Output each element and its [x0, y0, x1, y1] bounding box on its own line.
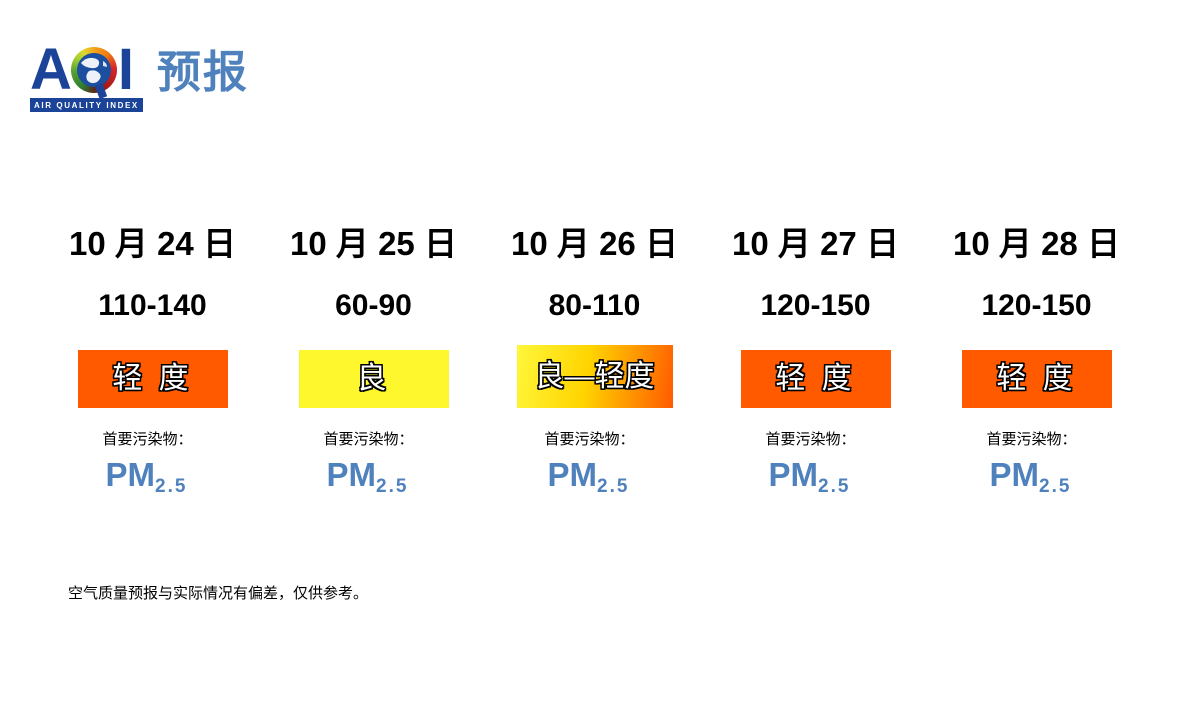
- aqi-range: 120-150: [981, 289, 1092, 322]
- aqi-letter-a: A: [30, 37, 72, 102]
- forecast-date: 10 月 24 日: [69, 225, 236, 262]
- aqi-range: 120-150: [760, 289, 871, 322]
- level-badge: 轻 度: [961, 350, 1112, 408]
- aqi-range: 60-90: [335, 289, 412, 322]
- forecast-column-3: 10 月 26 日 80-110 良—轻度 首要污染物： PM2.5: [484, 227, 705, 498]
- level-badge: 轻 度: [77, 350, 228, 408]
- aqi-logo: A I AIR QUALITY INDEX 预报: [30, 37, 249, 112]
- forecast-grid: 10 月 24 日 110-140 轻 度 首要污染物： PM2.5 10 月 …: [42, 227, 1147, 498]
- pollutant-label: 首要污染物：: [102, 431, 193, 448]
- pm-subscript: 2.5: [1039, 476, 1072, 497]
- pollutant-info: 首要污染物： PM2.5: [78, 428, 228, 498]
- level-badge: 轻 度: [740, 350, 891, 408]
- pollutant-info: 首要污染物： PM2.5: [962, 428, 1112, 498]
- forecast-column-1: 10 月 24 日 110-140 轻 度 首要污染物： PM2.5: [42, 227, 263, 498]
- globe-icon: [76, 53, 111, 87]
- pollutant-info: 首要污染物： PM2.5: [299, 428, 449, 498]
- disclaimer-note: 空气质量预报与实际情况有偏差，仅供参考。: [68, 585, 369, 602]
- pollutant-value: PM2.5: [299, 456, 449, 498]
- forecast-column-5: 10 月 28 日 120-150 轻 度 首要污染物： PM2.5: [926, 227, 1147, 498]
- pollutant-value: PM2.5: [962, 456, 1112, 498]
- pm-subscript: 2.5: [597, 476, 630, 497]
- pm-text: PM: [326, 456, 377, 493]
- pollutant-label: 首要污染物：: [323, 431, 414, 448]
- aqi-letter-i: I: [117, 37, 134, 102]
- pollutant-value: PM2.5: [78, 456, 228, 498]
- aqi-letters: A I: [30, 37, 143, 102]
- forecast-date: 10 月 28 日: [953, 225, 1120, 262]
- aqi-wordmark: A I AIR QUALITY INDEX: [30, 37, 143, 112]
- pm-subscript: 2.5: [155, 476, 188, 497]
- forecast-date: 10 月 27 日: [732, 225, 899, 262]
- level-badge: 良—轻度: [516, 345, 673, 408]
- pollutant-info: 首要污染物： PM2.5: [520, 428, 670, 498]
- level-badge: 良: [298, 350, 449, 408]
- pm-text: PM: [768, 456, 819, 493]
- pm-text: PM: [547, 456, 598, 493]
- pollutant-label: 首要污染物：: [765, 431, 856, 448]
- forecast-date: 10 月 26 日: [511, 225, 678, 262]
- pm-text: PM: [105, 456, 156, 493]
- forecast-column-2: 10 月 25 日 60-90 良 首要污染物： PM2.5: [263, 227, 484, 498]
- pollutant-label: 首要污染物：: [544, 431, 635, 448]
- pm-subscript: 2.5: [818, 476, 851, 497]
- pollutant-label: 首要污染物：: [986, 431, 1077, 448]
- aqi-letter-q: [70, 47, 117, 99]
- pollutant-info: 首要污染物： PM2.5: [741, 428, 891, 498]
- forecast-date: 10 月 25 日: [290, 225, 457, 262]
- aqi-range: 110-140: [98, 289, 207, 322]
- aqi-tagline: AIR QUALITY INDEX: [30, 98, 143, 112]
- pollutant-value: PM2.5: [741, 456, 891, 498]
- pm-subscript: 2.5: [376, 476, 409, 497]
- pm-text: PM: [989, 456, 1040, 493]
- aqi-range: 80-110: [548, 289, 641, 322]
- forecast-column-4: 10 月 27 日 120-150 轻 度 首要污染物： PM2.5: [705, 227, 926, 498]
- pollutant-value: PM2.5: [520, 456, 670, 498]
- logo-suffix-forecast: 预报: [156, 48, 249, 97]
